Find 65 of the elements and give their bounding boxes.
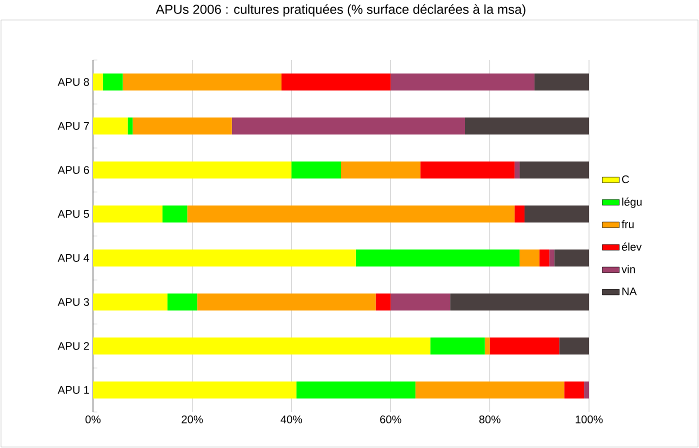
bar	[93, 162, 292, 179]
bar	[554, 250, 590, 267]
bar	[167, 294, 198, 311]
bar	[490, 338, 560, 354]
bar	[564, 382, 584, 398]
bar	[356, 250, 520, 267]
y-tick-label: APU 8	[58, 78, 89, 86]
legend-label: vin	[622, 265, 635, 274]
bar	[376, 294, 391, 311]
bar	[520, 250, 540, 267]
x-tick-label: 0%	[85, 416, 101, 424]
chart-title: APUs 2006 : cultures pratiquées (% surface déclarées à la msa)	[156, 4, 526, 17]
bar	[128, 118, 133, 135]
bar	[390, 74, 534, 91]
bar	[187, 206, 515, 223]
bar	[93, 250, 356, 267]
bar	[465, 118, 590, 135]
bar	[584, 382, 590, 398]
bar	[390, 294, 450, 311]
y-tick-label: APU 3	[58, 298, 89, 306]
bar	[132, 118, 232, 135]
bar	[514, 162, 520, 179]
bar	[93, 118, 128, 135]
bar	[514, 206, 525, 223]
bar	[296, 382, 416, 398]
bar	[549, 250, 554, 267]
legend-label: C	[622, 175, 630, 184]
bar	[93, 338, 430, 354]
x-tick-label: 20%	[182, 416, 203, 424]
bar	[559, 338, 590, 354]
bar	[93, 206, 162, 223]
y-tick-label: APU 1	[58, 386, 89, 394]
bar	[539, 250, 550, 267]
bar	[281, 74, 391, 91]
bar	[197, 294, 376, 311]
y-tick-label: APU 2	[58, 342, 89, 350]
x-tick-label: 100%	[576, 416, 603, 424]
legend-label: NA	[622, 288, 637, 296]
bar	[420, 162, 515, 179]
legend-label: légu	[622, 198, 642, 208]
legend-label: élev	[622, 242, 642, 251]
bar	[520, 162, 590, 179]
bar	[534, 74, 590, 91]
bar	[415, 382, 564, 398]
bar	[524, 206, 590, 223]
bar	[102, 74, 123, 91]
bar	[93, 74, 103, 91]
y-tick-label: APU 4	[58, 254, 90, 262]
bar	[122, 74, 282, 91]
y-tick-label: APU 7	[58, 122, 89, 130]
x-tick-label: 60%	[380, 416, 402, 424]
bar	[93, 294, 168, 311]
y-tick-label: APU 5	[58, 210, 90, 218]
x-tick-label: 40%	[280, 416, 302, 424]
x-tick-label: 80%	[479, 416, 500, 424]
bar	[232, 118, 466, 135]
bar	[430, 338, 485, 354]
bar	[93, 382, 296, 398]
bar	[484, 338, 490, 354]
bar	[341, 162, 420, 179]
bar	[291, 162, 342, 179]
bar	[450, 294, 590, 311]
legend-label: fru	[622, 220, 634, 228]
bar	[162, 206, 188, 223]
y-tick-label: APU 6	[58, 166, 89, 174]
